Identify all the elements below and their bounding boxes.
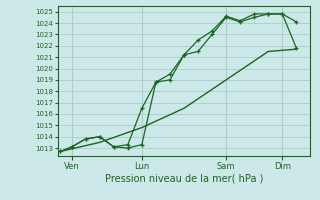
X-axis label: Pression niveau de la mer( hPa ): Pression niveau de la mer( hPa ) [105, 173, 263, 183]
